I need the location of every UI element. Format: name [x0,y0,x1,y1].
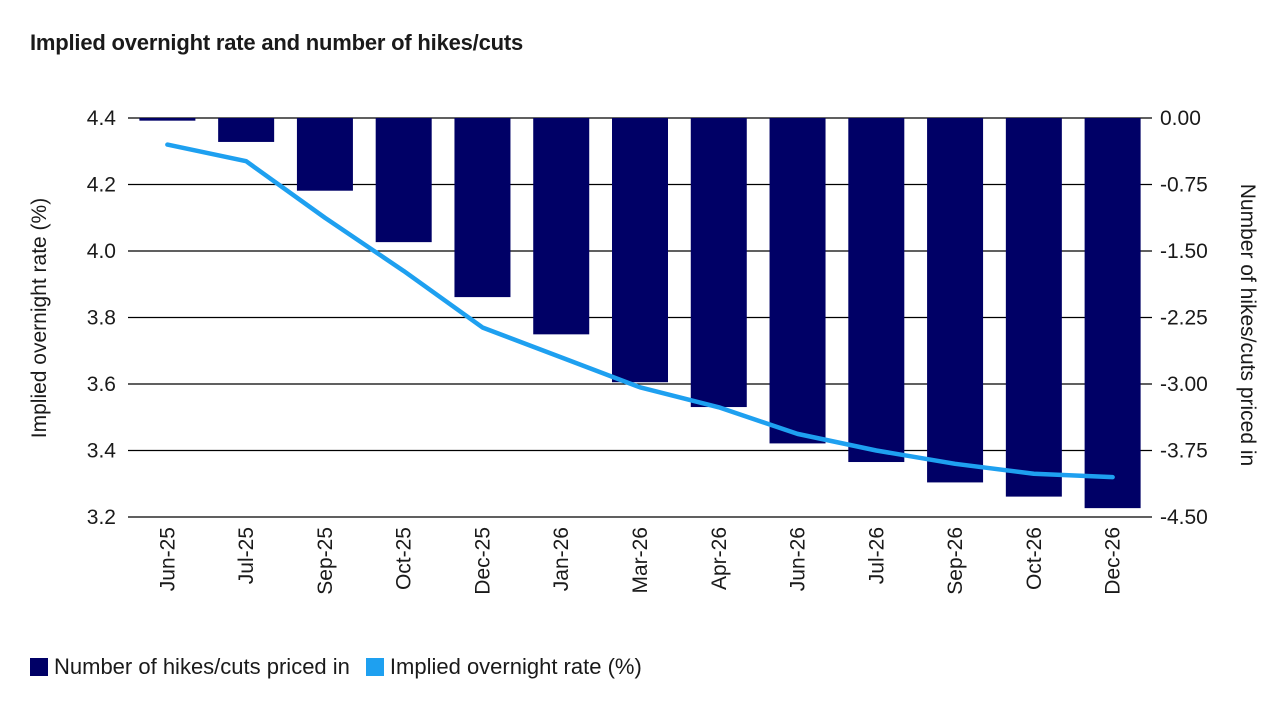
right-axis-label: Number of hikes/cuts priced in [1236,184,1259,466]
left-tick-label: 3.6 [87,373,116,396]
legend-item-bars: Number of hikes/cuts priced in [30,654,350,680]
x-tick-label: Mar-26 [629,527,652,594]
right-tick-label: -3.00 [1160,373,1208,396]
bar [1084,118,1141,509]
left-axis-label: Implied overnight rate (%) [28,198,51,438]
right-tick-label: -1.50 [1160,240,1208,263]
x-tick-label: Jul-26 [865,527,888,584]
bar [533,118,590,335]
bar [375,118,432,243]
left-tick-label: 4.0 [87,240,116,263]
x-tick-label: Jan-26 [550,527,573,591]
bar [848,118,905,463]
right-tick-label: -0.75 [1160,174,1208,197]
bar [690,118,747,408]
x-tick-label: Jul-25 [235,527,258,584]
x-tick-label: Oct-25 [393,527,416,590]
right-tick-label: -2.25 [1160,307,1208,330]
right-tick-label: -3.75 [1160,440,1208,463]
left-tick-label: 3.8 [87,307,116,330]
bar [296,118,353,191]
x-tick-label: Sep-25 [314,527,337,595]
left-tick-label: 3.2 [87,506,116,529]
bar [612,118,668,383]
right-tick-label: 0.00 [1160,107,1201,130]
legend-item-line: Implied overnight rate (%) [365,654,642,680]
x-axis-ticks: Jun-25 Jul-25 Sep-25 Oct-25 Dec-25 Jan-26 Mar-… [156,527,1124,595]
line-series [165,142,1115,480]
x-tick-label: Jun-26 [787,527,810,591]
bar [769,118,826,444]
bar-series [139,118,1141,509]
x-tick-label: Dec-25 [471,527,494,595]
x-tick-label: Apr-26 [708,527,731,590]
left-tick-label: 3.4 [87,440,117,463]
x-tick-label: Sep-26 [944,527,967,595]
legend-swatch-bars [30,658,48,676]
chart-title: Implied overnight rate and number of hik… [30,30,524,55]
left-tick-label: 4.4 [87,107,117,130]
left-axis-ticks: 3.2 3.4 3.6 3.8 4.0 4.2 4.4 [87,107,117,529]
legend-label-bars: Number of hikes/cuts priced in [54,654,350,679]
bar [1005,118,1062,497]
x-tick-label: Jun-25 [156,527,179,591]
bar [454,118,511,298]
left-tick-label: 4.2 [87,174,116,197]
bar [218,118,275,142]
legend-swatch-line [365,658,384,676]
bar [139,118,196,121]
legend: Number of hikes/cuts priced in Implied o… [30,654,658,680]
right-axis-ticks: -4.50 -3.75 -3.00 -2.25 -1.50 -0.75 0.00 [1160,107,1208,529]
right-tick-label: -4.50 [1160,506,1208,529]
x-tick-label: Dec-26 [1102,527,1125,595]
legend-label-line: Implied overnight rate (%) [389,654,642,679]
bar [927,118,984,483]
x-tick-label: Oct-26 [1023,527,1046,590]
